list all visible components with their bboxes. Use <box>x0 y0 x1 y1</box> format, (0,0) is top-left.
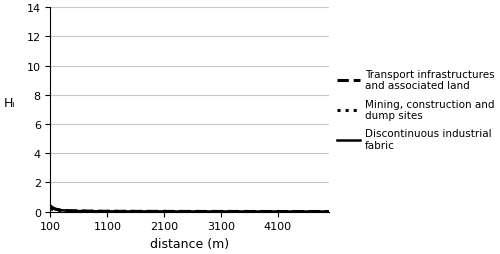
Transport infrastructures
and associated land <box>264 210 270 213</box>
Discontinuous industrial
fabric <box>76 210 82 213</box>
Line: Transport infrastructures
and associated land: Transport infrastructures and associated… <box>50 206 329 212</box>
Mining, construction and
dump sites <box>326 210 332 213</box>
Transport infrastructures
and associated land <box>170 210 176 213</box>
Discontinuous industrial
fabric <box>160 210 166 213</box>
Transport infrastructures
and associated land <box>48 204 54 208</box>
Line: Mining, construction and
dump sites: Mining, construction and dump sites <box>50 209 329 212</box>
Discontinuous industrial
fabric <box>238 210 244 213</box>
Transport infrastructures
and associated land <box>326 210 332 213</box>
Mining, construction and
dump sites <box>238 210 244 213</box>
Mining, construction and
dump sites <box>76 210 82 213</box>
Mining, construction and
dump sites <box>264 210 270 213</box>
Transport infrastructures
and associated land <box>160 210 166 213</box>
Transport infrastructures
and associated land <box>76 210 82 213</box>
Transport infrastructures
and associated land <box>238 210 244 213</box>
Mining, construction and
dump sites <box>170 210 176 213</box>
X-axis label: distance (m): distance (m) <box>150 237 230 250</box>
Mining, construction and
dump sites <box>48 207 54 210</box>
Discontinuous industrial
fabric <box>270 210 276 213</box>
Discontinuous industrial
fabric <box>170 210 176 213</box>
Legend: Transport infrastructures
and associated land, Mining, construction and
dump sit: Transport infrastructures and associated… <box>337 69 494 151</box>
Line: Discontinuous industrial
fabric: Discontinuous industrial fabric <box>50 206 329 212</box>
Mining, construction and
dump sites <box>270 210 276 213</box>
Mining, construction and
dump sites <box>160 210 166 213</box>
Discontinuous industrial
fabric <box>264 210 270 213</box>
Discontinuous industrial
fabric <box>48 204 54 208</box>
Transport infrastructures
and associated land <box>270 210 276 213</box>
Y-axis label: Hᵢ: Hᵢ <box>4 97 16 110</box>
Discontinuous industrial
fabric <box>326 210 332 213</box>
